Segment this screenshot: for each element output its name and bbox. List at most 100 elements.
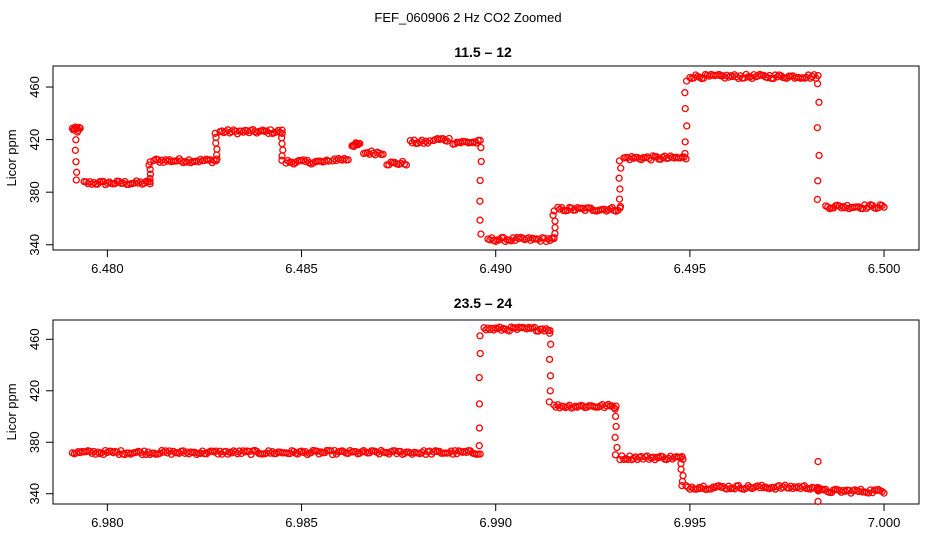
- panel-bottom-data-point: [86, 447, 94, 456]
- panel-top-data-point: [681, 89, 689, 97]
- panel-bottom-axes: 6.980 6.985 6.990 6.995 7.000 340 380 420 460: [27, 328, 900, 530]
- panel-top-data-point: [253, 129, 261, 137]
- panel-top-data-point: [617, 164, 625, 172]
- panel-top-data-point: [681, 149, 689, 158]
- panel-top-data-point: [278, 156, 286, 164]
- panel-top-data-point: [492, 237, 500, 246]
- panel-bottom-data-point: [677, 465, 685, 473]
- panel-top-axes: 6.480 6.485 6.490 6.495 6.500 340 380 420 460: [27, 76, 900, 276]
- panel-top-data-point: [146, 158, 154, 166]
- panel-top-data-point: [344, 156, 352, 164]
- panel-bottom-data-point: [547, 340, 555, 348]
- panel-top-data-point: [352, 139, 360, 147]
- panel-top-data-point: [477, 230, 485, 238]
- panel-bottom-xtick-label: 6.985: [285, 515, 318, 530]
- panel-top-data-point: [146, 178, 154, 186]
- panel-top-data-point: [878, 201, 886, 210]
- panel-top-data-point: [402, 161, 411, 169]
- panel-bottom-data-point: [546, 372, 555, 380]
- panel-bottom-data-point: [679, 455, 687, 463]
- panel-bottom-data-point: [678, 481, 686, 490]
- panel-top-data-point: [783, 74, 791, 82]
- panel-bottom-title: 23.5 – 24: [454, 295, 513, 311]
- panel-top-data-point: [156, 158, 164, 166]
- panel-bottom-data-point: [475, 400, 484, 408]
- panel-top-data-point: [72, 176, 80, 184]
- panel-bottom-data-point: [611, 405, 619, 413]
- panel-bottom-data-point: [678, 477, 687, 486]
- panel-top-data-point: [862, 204, 871, 213]
- panel-bottom-data-point: [613, 443, 621, 452]
- panel-bottom-data-point: [224, 450, 232, 458]
- panel-top-data-point: [550, 207, 558, 215]
- panel-bottom-data-point: [161, 447, 170, 455]
- panel-top-data-point: [476, 197, 484, 205]
- panel-top-data-point: [810, 71, 818, 79]
- panel-bottom-data-point: [612, 422, 620, 431]
- panel-bottom-data-point: [814, 457, 822, 466]
- panel-top-data-point: [213, 155, 221, 163]
- panel-top-data-point: [278, 139, 286, 148]
- panel-top-data-point: [279, 146, 287, 154]
- panel-top-data-point: [692, 71, 700, 79]
- panel-top-data-point: [681, 138, 689, 146]
- panel-top-data-point: [72, 136, 80, 144]
- panel-top-data-point: [813, 80, 822, 88]
- panel-top-data-point: [615, 157, 624, 165]
- panel-bottom-data-point: [476, 450, 484, 458]
- panel-bottom-data-point: [490, 326, 498, 334]
- panel-bottom-xtick-label: 6.980: [91, 515, 124, 530]
- panel-bottom-xtick-label: 6.990: [479, 515, 512, 530]
- panel-bottom-data-point: [475, 373, 483, 382]
- panel-bottom-data-point: [476, 332, 484, 340]
- panel-top: 11.5 – 12 Licor ppm 6.480 6.485 6.490 6.495…: [4, 44, 920, 276]
- panel-bottom-xtick-label: 6.995: [674, 515, 707, 530]
- panel-top-data-point: [146, 170, 155, 178]
- panel-top-data-point: [73, 168, 81, 176]
- panel-top-xtick-label: 6.500: [868, 261, 901, 276]
- panel-top-data-point: [422, 137, 430, 145]
- panel-bottom-data-point: [247, 450, 255, 459]
- panel-bottom-data-point: [814, 487, 822, 495]
- panel-bottom-data-point: [546, 387, 554, 395]
- panel-top-data-point: [551, 223, 559, 232]
- panel-top-data-point: [813, 124, 822, 132]
- panel-bottom-data-point: [806, 485, 814, 493]
- panel-top-data-point: [476, 216, 484, 224]
- panel-bottom-data-point: [814, 497, 822, 506]
- panel-top-data-point: [814, 177, 822, 185]
- panel-top-data-point: [424, 139, 432, 147]
- panel-bottom-ytick-label: 460: [27, 328, 42, 350]
- panel-bottom-ylabel: Licor ppm: [4, 383, 19, 440]
- panel-top-data-point: [616, 185, 624, 193]
- panel-bottom-ytick-label: 420: [27, 380, 42, 402]
- panel-bottom-data-point: [545, 398, 553, 406]
- panel-top-data-point: [615, 174, 623, 182]
- panel-top-data-point: [146, 174, 154, 183]
- panel-bottom-data-point: [610, 404, 618, 412]
- panel-top-data-point: [211, 129, 219, 137]
- panel-top-data-point: [146, 165, 154, 174]
- panel-top-data-point: [550, 234, 558, 242]
- panel-top-data-point: [815, 98, 823, 106]
- panel-bottom-data-point: [611, 451, 620, 459]
- panel-top-data-point: [682, 77, 691, 85]
- panel-top-data-point: [278, 152, 286, 160]
- panel-top-points: [68, 70, 888, 246]
- panel-top-ytick-label: 340: [27, 234, 42, 256]
- panel-top-data-point: [278, 129, 286, 138]
- panel-top-xtick-label: 6.485: [285, 261, 318, 276]
- panel-bottom-ytick-label: 340: [27, 483, 42, 505]
- panel-bottom-data-point: [679, 471, 687, 480]
- panel-top-data-point: [814, 72, 822, 80]
- panel-top-data-point: [132, 177, 141, 185]
- panel-bottom-points: [68, 323, 888, 506]
- panel-top-data-point: [73, 128, 82, 136]
- panel-top-data-point: [278, 126, 286, 134]
- panel-bottom-data-point: [475, 424, 484, 432]
- panel-top-data-point: [212, 133, 220, 142]
- panel-top-title: 11.5 – 12: [454, 44, 512, 60]
- panel-top-data-point: [683, 122, 691, 130]
